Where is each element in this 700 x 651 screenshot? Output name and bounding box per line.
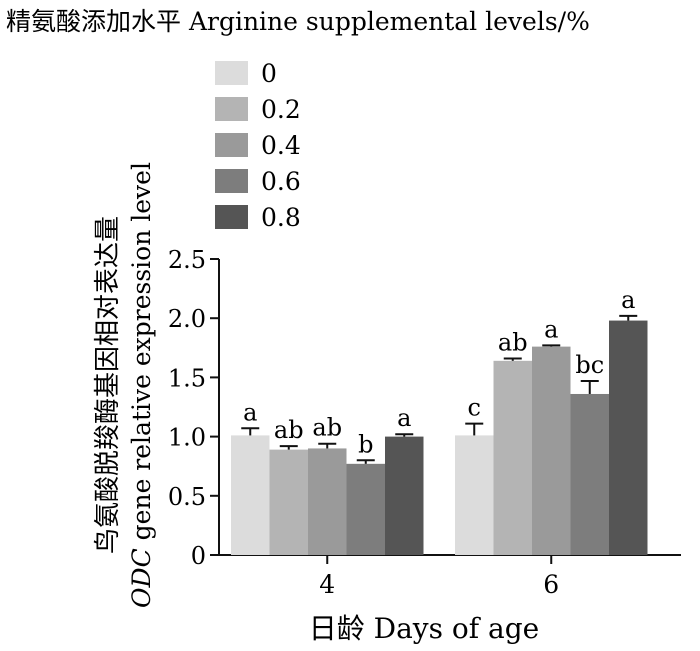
- y-tick-label: 0.5: [168, 483, 206, 511]
- significance-label: c: [468, 394, 481, 422]
- legend-title: 精氨酸添加水平 Arginine supplemental levels/%: [6, 7, 590, 36]
- bar: [385, 436, 424, 555]
- y-axis-label-en-italic: ODC: [127, 548, 156, 608]
- y-axis-label-en-rest: gene relative expression level: [127, 162, 156, 548]
- legend-swatch: [215, 205, 248, 229]
- significance-label: b: [358, 430, 373, 458]
- y-ticks: 0 0.5 1.0 1.5 2.0 2.5: [168, 246, 219, 570]
- significance-label: a: [544, 315, 558, 343]
- y-axis-label-cn: 鸟氨酸脱羧酶基因相对表达量: [93, 216, 123, 554]
- legend: 0 0.2 0.4 0.6 0.8: [215, 59, 301, 232]
- bar: [493, 360, 532, 555]
- bar: [231, 435, 270, 555]
- bar: [609, 320, 648, 555]
- x-tick-label: 4: [319, 570, 335, 599]
- bar: [532, 346, 571, 555]
- bar: [346, 463, 385, 555]
- bar: [455, 435, 494, 555]
- x-axis-label: 日龄 Days of age: [309, 612, 539, 645]
- y-axis-label: 鸟氨酸脱羧酶基因相对表达量 ODC gene relative expressi…: [93, 162, 156, 608]
- x-tick-label: 6: [543, 570, 559, 599]
- legend-swatch: [215, 61, 248, 85]
- significance-label: ab: [312, 414, 342, 442]
- bar: [570, 393, 609, 555]
- bar: [269, 449, 308, 555]
- y-tick-label: 1.0: [168, 424, 206, 452]
- legend-swatch: [215, 97, 248, 121]
- y-axis-label-en: ODC gene relative expression level: [127, 162, 156, 608]
- y-tick-label: 1.5: [168, 364, 206, 392]
- legend-swatch: [215, 133, 248, 157]
- significance-label: a: [621, 286, 635, 314]
- bar: [308, 448, 347, 555]
- significance-label: bc: [575, 351, 604, 379]
- significance-label: a: [397, 404, 411, 432]
- significance-label: a: [243, 398, 257, 426]
- y-tick-label: 2.5: [168, 246, 206, 274]
- legend-label: 0: [261, 59, 277, 88]
- legend-label: 0.8: [261, 203, 301, 232]
- significance-label: ab: [274, 416, 304, 444]
- legend-label: 0.4: [261, 131, 301, 160]
- legend-swatch: [215, 169, 248, 193]
- legend-label: 0.6: [261, 167, 301, 196]
- y-tick-label: 0: [191, 542, 206, 570]
- y-tick-label: 2.0: [168, 305, 206, 333]
- legend-label: 0.2: [261, 95, 301, 124]
- significance-label: ab: [498, 328, 528, 356]
